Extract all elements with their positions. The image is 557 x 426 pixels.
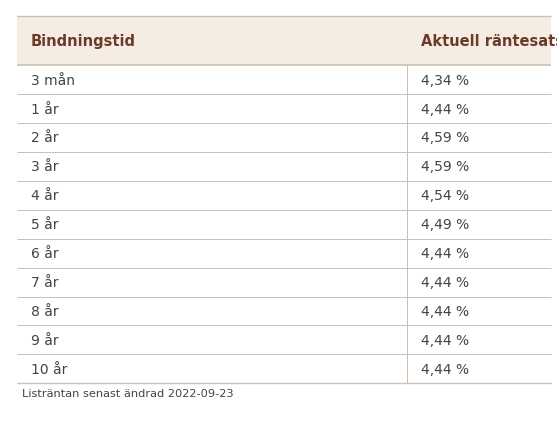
Text: 4,59 %: 4,59 % bbox=[421, 131, 469, 145]
Bar bbox=[17, 95, 551, 124]
Text: 4,44 %: 4,44 % bbox=[421, 304, 468, 318]
Text: 1 år: 1 år bbox=[31, 102, 58, 116]
Text: 4,44 %: 4,44 % bbox=[421, 276, 468, 289]
Text: Aktuell räntesats: Aktuell räntesats bbox=[421, 34, 557, 49]
Text: 4,44 %: 4,44 % bbox=[421, 102, 468, 116]
Text: 4,49 %: 4,49 % bbox=[421, 218, 469, 232]
Text: 4,44 %: 4,44 % bbox=[421, 247, 468, 261]
Text: 4,54 %: 4,54 % bbox=[421, 189, 468, 203]
Text: 4,59 %: 4,59 % bbox=[421, 160, 469, 174]
Text: 5 år: 5 år bbox=[31, 218, 58, 232]
Text: 4 år: 4 år bbox=[31, 189, 58, 203]
Text: Bindningstid: Bindningstid bbox=[31, 34, 136, 49]
Text: 6 år: 6 år bbox=[31, 247, 58, 261]
Text: 7 år: 7 år bbox=[31, 276, 58, 289]
Bar bbox=[17, 326, 551, 354]
Text: 4,44 %: 4,44 % bbox=[421, 362, 468, 376]
Text: 10 år: 10 år bbox=[31, 362, 67, 376]
Text: 8 år: 8 år bbox=[31, 304, 58, 318]
Text: 9 år: 9 år bbox=[31, 333, 58, 347]
Bar bbox=[17, 153, 551, 181]
Text: Listräntan senast ändrad 2022-09-23: Listräntan senast ändrad 2022-09-23 bbox=[22, 388, 234, 397]
Text: 3 mån: 3 mån bbox=[31, 73, 75, 87]
Bar bbox=[17, 124, 551, 153]
Bar bbox=[17, 66, 551, 95]
Bar bbox=[17, 268, 551, 297]
Text: 3 år: 3 år bbox=[31, 160, 58, 174]
Bar bbox=[17, 239, 551, 268]
Bar bbox=[17, 297, 551, 326]
Text: 2 år: 2 år bbox=[31, 131, 58, 145]
Bar bbox=[17, 181, 551, 210]
Text: 4,44 %: 4,44 % bbox=[421, 333, 468, 347]
Text: 4,34 %: 4,34 % bbox=[421, 73, 468, 87]
Bar bbox=[17, 354, 551, 383]
Bar bbox=[17, 17, 551, 66]
Bar bbox=[17, 210, 551, 239]
